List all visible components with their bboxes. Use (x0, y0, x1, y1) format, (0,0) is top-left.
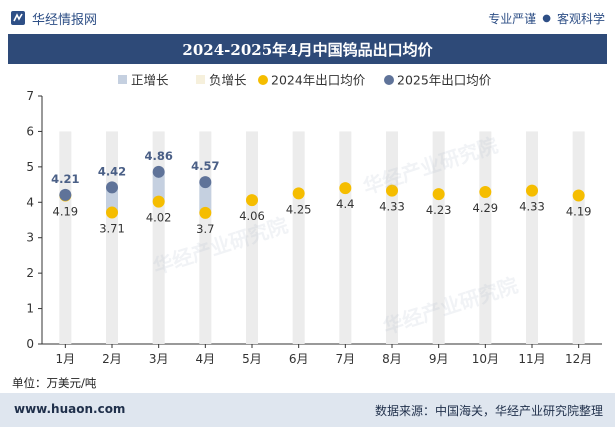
x-tick-label: 1月 (56, 352, 76, 366)
brand-name: 华经情报网 (32, 12, 98, 28)
y-tick-label: 6 (26, 124, 34, 138)
label-2024: 4.19 (566, 205, 592, 219)
unit-label: 单位：万美元/吨 (12, 376, 97, 390)
background-bar (572, 131, 585, 344)
point-2024 (106, 206, 118, 219)
chart-title: 2024-2025年4月中国钨品出口均价 (182, 40, 433, 59)
legend-label-s2024: 2024年出口均价 (271, 73, 366, 88)
point-2025 (106, 181, 118, 194)
point-2024 (199, 206, 212, 219)
x-tick-label: 4月 (196, 352, 216, 366)
background-bar (59, 131, 72, 344)
point-2024 (152, 195, 165, 208)
legend-swatch-positive (118, 75, 127, 84)
chart: 正增长 负增长 2024年出口均价 2025年出口均价 0 1 2 3 4 5 6 7 1月 2月 3月 4月… (26, 73, 602, 366)
chart-title-bar: 2024-2025年4月中国钨品出口均价 (8, 34, 607, 64)
x-tick-label: 7月 (336, 352, 356, 366)
label-2024: 4.29 (473, 201, 499, 215)
y-tick-label: 2 (26, 266, 34, 280)
point-2025 (152, 165, 165, 178)
legend-label-neg: 负增长 (209, 73, 247, 88)
slogan-b: 客观科学 (556, 12, 605, 26)
x-tick-label: 11月 (518, 352, 545, 366)
point-2024 (572, 189, 585, 202)
x-tick-label: 8月 (382, 352, 402, 366)
x-tick-label: 12月 (565, 352, 592, 366)
y-tick-label: 5 (26, 160, 34, 174)
label-2025: 4.86 (144, 149, 172, 163)
background-bar (152, 131, 165, 344)
label-2024: 4.19 (53, 205, 79, 219)
x-tick-label: 2月 (102, 352, 122, 366)
footer-url[interactable]: www.huaon.com (14, 402, 126, 416)
point-2024 (526, 184, 538, 197)
point-2025 (59, 188, 72, 201)
y-tick-label: 1 (26, 302, 34, 316)
slogan: 专业严谨 ● 客观科学 (488, 10, 605, 27)
x-tick-label: 10月 (472, 352, 499, 366)
brand-logo-icon (11, 11, 25, 25)
background-bar (479, 131, 492, 344)
x-tick-label: 9月 (429, 352, 449, 366)
legend-label-pos: 正增长 (131, 73, 169, 88)
background-bar (339, 131, 352, 344)
point-2024 (339, 182, 352, 195)
background-bar (106, 131, 118, 344)
top-bar: 华经情报网 专业严谨 ● 客观科学 (0, 0, 615, 34)
label-2024: 4.23 (426, 203, 452, 217)
label-2024: 4.4 (336, 197, 354, 211)
slogan-separator: ● (542, 13, 551, 24)
label-2024: 4.02 (146, 211, 172, 225)
point-2024 (432, 188, 445, 201)
point-2025 (199, 176, 212, 189)
label-2025: 4.21 (51, 172, 79, 186)
label-2024: 4.33 (519, 200, 545, 214)
background-bar (432, 131, 445, 344)
y-tick-label: 4 (26, 195, 34, 209)
label-2024: 4.33 (379, 200, 405, 214)
brand: 华经情报网 (10, 9, 98, 28)
x-tick-label: 5月 (242, 352, 262, 366)
positive-growth-bar (106, 187, 118, 213)
positive-growth-bar (152, 171, 165, 202)
positive-growth-bar (199, 182, 212, 213)
y-tick-label: 7 (26, 89, 34, 103)
legend-swatch-2025 (384, 75, 394, 85)
label-2024: 3.7 (196, 222, 214, 236)
legend-swatch-negative (196, 75, 205, 84)
label-2024: 4.06 (239, 209, 265, 223)
point-2024 (292, 187, 305, 200)
y-tick-label: 3 (26, 231, 34, 245)
footer: www.huaon.com 数据来源：中国海关，华经产业研究院整理 (0, 393, 615, 427)
point-2024 (246, 194, 258, 207)
legend-label-s2025: 2025年出口均价 (397, 73, 492, 88)
point-2024 (386, 184, 398, 197)
y-tick-label: 0 (26, 337, 34, 351)
background-bar (526, 131, 538, 344)
label-2024: 4.25 (286, 202, 312, 216)
data-source: 数据来源：中国海关，华经产业研究院整理 (374, 404, 603, 418)
legend-swatch-2024 (258, 75, 268, 85)
label-2024: 3.71 (99, 222, 125, 236)
background-bar (246, 131, 258, 344)
slogan-a: 专业严谨 (488, 12, 537, 26)
label-2025: 4.57 (191, 159, 219, 173)
point-2024 (479, 186, 492, 199)
background-bar (386, 131, 398, 344)
background-bar (292, 131, 305, 344)
x-tick-label: 6月 (289, 352, 309, 366)
x-tick-label: 3月 (149, 352, 169, 366)
label-2025: 4.42 (98, 164, 126, 178)
